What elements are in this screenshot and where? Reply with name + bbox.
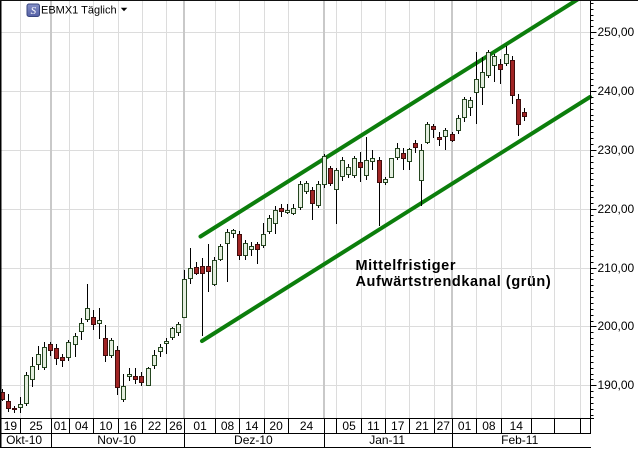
svg-text:14: 14	[510, 419, 524, 433]
svg-text:Aufwärtstrendkanal (grün): Aufwärtstrendkanal (grün)	[356, 274, 552, 290]
svg-text:Okt-10: Okt-10	[6, 433, 42, 447]
svg-text:240,00: 240,00	[598, 84, 635, 98]
svg-text:01: 01	[193, 419, 207, 433]
svg-text:25: 25	[29, 419, 43, 433]
svg-text:17: 17	[391, 419, 405, 433]
svg-text:Jan-11: Jan-11	[369, 433, 405, 447]
svg-text:Nov-10: Nov-10	[97, 433, 136, 447]
svg-text:08: 08	[482, 419, 496, 433]
svg-text:27: 27	[437, 419, 451, 433]
svg-text:250,00: 250,00	[598, 25, 635, 39]
svg-text:210,00: 210,00	[598, 261, 635, 275]
svg-text:Mittelfristiger: Mittelfristiger	[356, 258, 457, 274]
svg-text:20: 20	[269, 419, 283, 433]
svg-text:200,00: 200,00	[598, 319, 635, 333]
svg-text:05: 05	[342, 419, 356, 433]
svg-text:01: 01	[458, 419, 472, 433]
svg-text:08: 08	[221, 419, 235, 433]
svg-text:220,00: 220,00	[598, 202, 635, 216]
svg-text:04: 04	[75, 419, 89, 433]
svg-text:22: 22	[148, 419, 162, 433]
svg-text:EBMX1 Täglich: EBMX1 Täglich	[41, 5, 117, 17]
svg-text:16: 16	[124, 419, 138, 433]
svg-text:19: 19	[4, 419, 18, 433]
svg-text:10: 10	[99, 419, 113, 433]
svg-text:Feb-11: Feb-11	[501, 433, 538, 447]
svg-text:14: 14	[245, 419, 259, 433]
svg-text:Dez-10: Dez-10	[234, 433, 273, 447]
svg-text:21: 21	[415, 419, 429, 433]
svg-text:01: 01	[54, 419, 68, 433]
svg-text:230,00: 230,00	[598, 143, 635, 157]
svg-text:26: 26	[169, 419, 183, 433]
svg-text:S: S	[31, 5, 37, 17]
svg-text:24: 24	[300, 419, 314, 433]
svg-text:11: 11	[367, 419, 380, 433]
svg-text:190,00: 190,00	[598, 378, 635, 392]
